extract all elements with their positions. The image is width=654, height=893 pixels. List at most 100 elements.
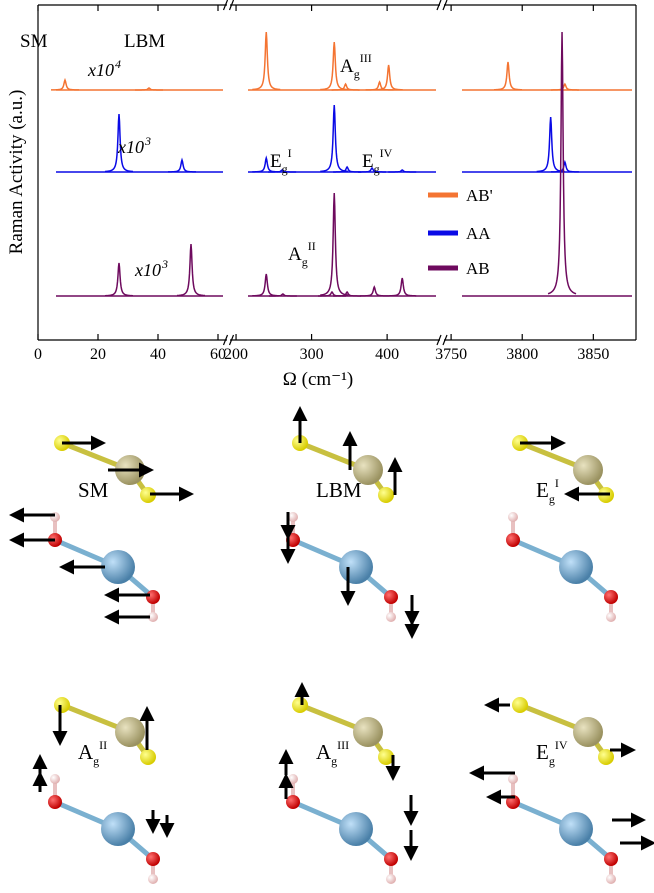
atom <box>146 852 160 866</box>
spectrum-peak <box>104 113 134 173</box>
peak-annotation: EgI <box>270 146 292 176</box>
atom <box>512 697 528 713</box>
mode-label-sup: II <box>99 738 107 752</box>
scale-label-sup: 3 <box>144 134 151 148</box>
axis-break <box>228 334 235 346</box>
axis-break <box>222 0 229 11</box>
axis-break <box>442 0 448 11</box>
peak-annotation: EgIV <box>362 146 393 176</box>
peak-annotation-sup: II <box>308 239 316 253</box>
spectrum-peak <box>268 169 297 173</box>
mode-label: AgII <box>78 738 107 768</box>
legend-label: AA <box>466 224 491 243</box>
scale-label-base: x10 <box>134 260 161 280</box>
peak-annotation-sup: III <box>360 51 372 65</box>
x-tick-label: 300 <box>300 346 324 363</box>
mode-label-base: SM <box>78 478 109 502</box>
legend-label: AB <box>466 259 490 278</box>
spectrum-peak <box>320 192 349 296</box>
atom <box>140 749 156 765</box>
x-tick-label: 3800 <box>506 346 538 363</box>
atom <box>54 697 70 713</box>
spectrum-peak <box>388 169 417 173</box>
atom <box>101 812 135 846</box>
mode-label-sub: g <box>549 754 555 768</box>
mode-label: SM <box>78 478 109 502</box>
atom <box>50 774 60 784</box>
atom <box>508 774 518 784</box>
mode-label-base: A <box>316 740 332 764</box>
atom <box>506 533 520 547</box>
atom <box>339 550 373 584</box>
mode-label-sub: g <box>549 492 555 506</box>
axis-break <box>436 334 442 346</box>
atom <box>559 550 593 584</box>
atom <box>573 717 603 747</box>
y-axis-label: Raman Activity (a.u.) <box>6 90 27 255</box>
spectrum-peak <box>320 104 349 173</box>
peak-annotation: LBM <box>124 31 165 52</box>
peak-annotation-base: E <box>270 151 282 172</box>
scale-label-sup: 4 <box>115 57 121 71</box>
mode-label-sup: IV <box>555 738 568 752</box>
spectrum-peak <box>547 31 577 295</box>
atom <box>48 795 62 809</box>
spectrum-peak <box>51 77 79 91</box>
spectrum-peak <box>268 293 297 297</box>
peak-annotation: AgIII <box>340 51 372 81</box>
spectrum-peak <box>360 285 389 297</box>
atom <box>148 874 158 884</box>
scale-label: x104 <box>87 57 121 80</box>
spectrum-peak <box>493 61 523 91</box>
peak-annotation-sub: g <box>302 255 308 269</box>
atom <box>101 550 135 584</box>
atom <box>598 749 614 765</box>
spectrum-peak <box>135 87 163 91</box>
mode-label-sub: g <box>331 754 337 768</box>
mode-label: AgIII <box>316 738 349 768</box>
atom <box>386 874 396 884</box>
mode-label: LBM <box>316 478 362 502</box>
peak-annotation-base: A <box>288 244 302 265</box>
mode-label: EgIV <box>536 738 568 768</box>
atom <box>286 795 300 809</box>
atom <box>288 512 298 522</box>
axis-break <box>436 0 442 11</box>
atom <box>148 612 158 622</box>
atom <box>378 749 394 765</box>
mode-label-base: E <box>536 478 549 502</box>
x-tick-label: 3750 <box>435 346 467 363</box>
atom <box>140 487 156 503</box>
atom <box>339 812 373 846</box>
x-tick-label: 20 <box>90 346 106 363</box>
atom <box>508 512 518 522</box>
spectrum-peak <box>104 262 134 297</box>
atom <box>559 812 593 846</box>
spectrum-peak <box>167 157 197 173</box>
atom <box>353 717 383 747</box>
axis-break <box>442 334 448 346</box>
spectrum-peak <box>333 290 362 297</box>
scale-label-base: x10 <box>117 137 144 157</box>
spectrum-peak <box>357 166 387 173</box>
spectrum-peak <box>331 82 360 91</box>
atom <box>604 590 618 604</box>
peak-annotation-base: A <box>340 56 354 77</box>
axis-break <box>222 334 229 346</box>
atom <box>288 774 298 784</box>
scale-label-base: x10 <box>87 60 114 80</box>
mode-label-sup: I <box>555 476 559 490</box>
atom <box>146 590 160 604</box>
axis-break <box>228 0 235 11</box>
scale-label: x103 <box>117 134 151 157</box>
peak-annotation-base: E <box>362 151 374 172</box>
atom <box>606 874 616 884</box>
spectrum-peak <box>333 165 362 173</box>
peak-annotation-sub: g <box>374 162 380 176</box>
peak-annotation-base: SM <box>20 31 48 52</box>
mode-label: EgI <box>536 476 559 506</box>
mode-label-sub: g <box>93 754 99 768</box>
scale-label-sup: 3 <box>161 257 168 271</box>
peak-annotation-sup: IV <box>380 146 393 160</box>
